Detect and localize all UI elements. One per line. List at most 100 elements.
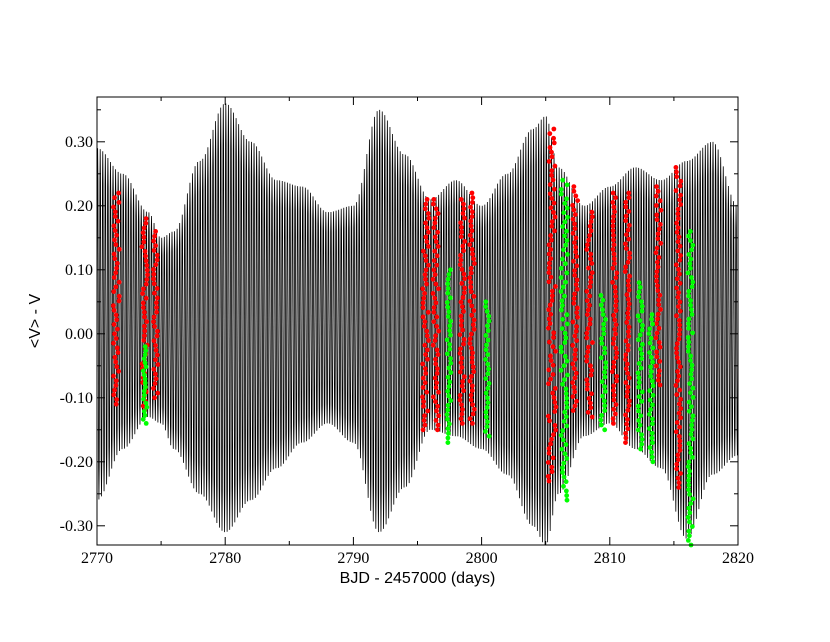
red-data-point	[548, 358, 554, 363]
green-data-point	[445, 314, 451, 319]
y-tick-label: -0.10	[60, 390, 93, 407]
green-data-point	[688, 445, 694, 451]
red-data-point	[141, 286, 146, 292]
red-data-point	[573, 193, 579, 199]
red-data-point	[654, 349, 660, 355]
green-data-point	[561, 247, 566, 253]
green-data-point	[688, 353, 694, 359]
green-data-point	[601, 326, 606, 332]
red-data-point	[458, 197, 464, 202]
green-data-point	[688, 256, 694, 262]
red-data-point	[550, 455, 556, 461]
green-data-point	[639, 308, 645, 314]
red-data-point	[589, 270, 595, 276]
green-data-point	[688, 358, 693, 363]
green-data-point	[686, 325, 692, 331]
y-tick-label: -0.30	[60, 518, 93, 535]
green-data-point	[448, 370, 454, 375]
green-data-point	[689, 524, 695, 529]
green-data-point	[602, 403, 608, 409]
red-data-point	[551, 135, 556, 141]
red-data-point	[460, 327, 465, 333]
green-data-point	[603, 365, 608, 370]
green-data-point	[447, 332, 453, 338]
red-data-point	[548, 353, 553, 359]
red-data-point	[623, 204, 629, 210]
red-data-point	[657, 368, 662, 374]
red-data-point	[656, 373, 662, 378]
green-data-point	[603, 360, 609, 365]
red-data-point	[653, 250, 659, 256]
red-data-point	[143, 253, 148, 259]
red-data-point	[153, 347, 159, 353]
green-data-point	[686, 344, 691, 350]
red-data-point	[570, 394, 576, 399]
red-data-point	[153, 229, 159, 234]
green-data-point	[686, 339, 692, 345]
green-data-point	[561, 377, 567, 383]
red-data-point	[144, 277, 150, 282]
green-data-point	[686, 505, 692, 511]
green-data-point	[685, 514, 691, 520]
red-data-point	[625, 389, 630, 395]
green-data-point	[689, 367, 694, 373]
green-data-point	[686, 288, 692, 294]
red-data-point	[574, 254, 580, 259]
red-data-point	[623, 380, 629, 385]
red-data-point	[435, 211, 441, 216]
red-data-point	[458, 416, 464, 422]
red-data-point	[469, 355, 475, 360]
red-data-point	[545, 473, 551, 479]
red-data-point	[610, 223, 616, 229]
red-data-point	[611, 214, 616, 219]
red-data-point	[424, 239, 430, 245]
green-data-point	[558, 289, 564, 294]
green-data-point	[445, 290, 451, 296]
red-data-point	[572, 356, 578, 362]
green-data-point	[142, 360, 148, 366]
red-data-point	[422, 206, 428, 212]
green-data-point	[598, 293, 604, 298]
green-data-point	[564, 270, 570, 276]
red-data-point	[143, 216, 149, 222]
red-data-point	[675, 248, 681, 254]
red-data-point	[424, 389, 430, 395]
axis-ticks: 2770 2780 2790 2800 2810 2820 0.30 0.20 0.10 0.00…	[60, 97, 754, 567]
green-data-point	[639, 441, 645, 447]
red-data-point	[458, 323, 464, 328]
red-data-point	[626, 283, 631, 288]
red-data-point	[422, 272, 428, 278]
green-data-point	[598, 302, 604, 308]
green-data-point	[564, 182, 570, 188]
red-data-point	[112, 256, 118, 262]
red-data-point	[421, 403, 426, 409]
green-data-point	[639, 389, 645, 395]
green-data-point	[448, 398, 454, 403]
green-data-point	[564, 228, 569, 234]
red-data-point	[546, 316, 552, 322]
green-data-point	[562, 451, 568, 457]
green-data-point	[563, 479, 569, 485]
red-data-point	[677, 443, 683, 449]
red-data-point	[152, 371, 158, 377]
green-data-point	[647, 326, 653, 332]
red-data-point	[673, 188, 679, 193]
green-data-point	[690, 330, 695, 336]
red-data-point	[433, 361, 439, 367]
green-data-point	[565, 214, 570, 220]
red-data-point	[114, 317, 120, 323]
red-data-point	[655, 188, 661, 194]
red-data-point	[676, 457, 681, 462]
green-data-point	[447, 328, 452, 333]
red-data-point	[431, 305, 437, 310]
red-data-point	[420, 361, 426, 367]
green-data-point	[143, 421, 149, 426]
green-data-point	[143, 400, 149, 406]
red-data-point	[551, 200, 557, 206]
red-data-point	[436, 413, 441, 419]
red-data-point	[584, 298, 590, 304]
red-data-point	[658, 221, 663, 227]
red-data-point	[111, 307, 117, 313]
green-point-segment	[598, 293, 609, 433]
x-tick-label: 2820	[722, 550, 754, 567]
